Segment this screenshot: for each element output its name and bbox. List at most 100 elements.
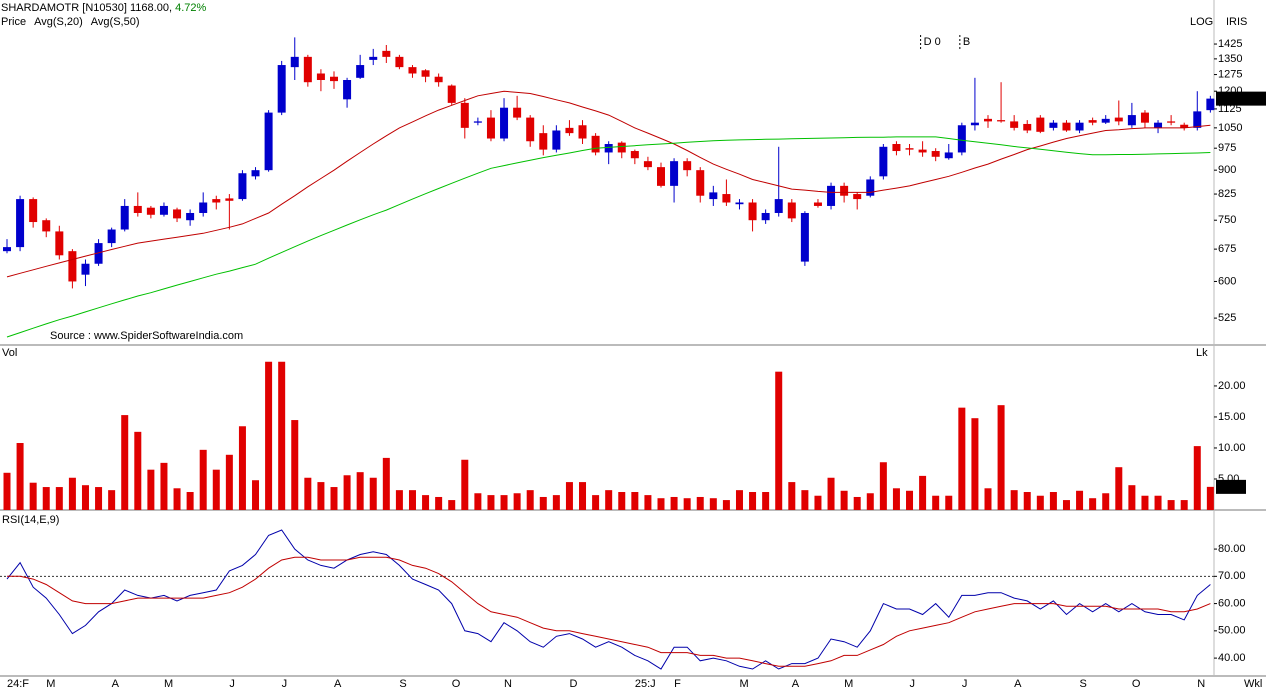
last-price-label: 1168.00 <box>1219 93 1258 105</box>
volume-bar <box>395 490 403 510</box>
candle-body <box>447 85 456 103</box>
volume-bar <box>186 492 194 510</box>
volume-bar <box>814 495 822 510</box>
candle-body <box>1062 122 1071 131</box>
y-tick-label: 750 <box>1218 214 1236 226</box>
volume-bar <box>278 361 286 510</box>
candle-body <box>330 76 338 82</box>
x-tick-label: M <box>844 678 853 690</box>
last-price-box <box>1216 91 1266 106</box>
y-tick-label: 60.00 <box>1218 597 1246 609</box>
volume-bar <box>29 482 37 510</box>
x-tick-label: S <box>1080 678 1087 690</box>
candle-body <box>303 56 312 83</box>
volume-bar <box>1023 492 1031 510</box>
candle-body <box>107 229 116 244</box>
candle-body <box>813 202 822 206</box>
candle-body <box>1049 122 1058 128</box>
candle-body <box>552 130 561 150</box>
volume-bar <box>788 482 796 510</box>
candle-body <box>173 209 182 219</box>
candle-body <box>16 199 25 248</box>
legend-entry: Avg(S,50) <box>91 16 140 28</box>
volume-bar <box>42 487 50 510</box>
volume-bar <box>461 459 469 510</box>
volume-bar <box>1206 486 1214 510</box>
x-tick-label: 24:F <box>7 678 29 690</box>
annotation: B <box>963 36 970 48</box>
volume-bar <box>1089 498 1097 510</box>
volume-bar <box>487 495 495 510</box>
volume-bar <box>108 490 116 510</box>
volume-bar <box>304 477 312 510</box>
volume-bar <box>762 492 770 510</box>
volume-bar <box>1180 500 1188 510</box>
volume-bar <box>526 490 534 510</box>
y-tick-label: 10.00 <box>1218 442 1246 454</box>
x-tick-label: A <box>334 678 342 690</box>
volume-bar <box>1128 485 1136 510</box>
legend-entry: Price <box>1 16 26 28</box>
x-tick-label: S <box>399 678 406 690</box>
candle-body <box>879 146 888 177</box>
volume-bar <box>866 493 874 510</box>
candle-body <box>277 65 286 113</box>
candle-body <box>395 56 404 68</box>
x-tick-label: A <box>1014 678 1022 690</box>
volume-bar <box>565 482 573 510</box>
last-volume-label: 3.73 <box>1219 481 1240 493</box>
volume-bar <box>1049 492 1057 510</box>
candle-body <box>840 185 849 196</box>
volume-bar <box>906 490 914 510</box>
volume-bar <box>422 495 430 510</box>
candle-body <box>591 135 600 153</box>
volume-bar <box>919 475 927 510</box>
candle-body <box>578 125 587 139</box>
volume-bar <box>16 443 24 510</box>
volume-bar <box>775 371 783 510</box>
volume-bar <box>840 490 848 510</box>
candle-body <box>1127 115 1136 126</box>
volume-bar <box>238 426 246 510</box>
candle-body <box>68 251 77 282</box>
volume-bar <box>1036 495 1044 510</box>
candle-body <box>957 125 966 153</box>
candle-body <box>1101 118 1110 123</box>
candle-body <box>539 133 548 150</box>
x-tick-label: D <box>569 678 577 690</box>
x-tick-label: J <box>910 678 916 690</box>
volume-bar <box>212 469 220 510</box>
volume-bar <box>121 415 129 510</box>
x-tick-label: N <box>1197 678 1205 690</box>
last-volume-box <box>1216 479 1246 494</box>
candle-body <box>146 207 155 215</box>
candle-body <box>526 117 535 142</box>
volume-bar <box>3 472 11 510</box>
candle-body <box>29 199 38 223</box>
x-tick-label: F <box>674 678 681 690</box>
candle-body <box>604 144 613 153</box>
tag-label: IRIS <box>1226 16 1247 28</box>
volume-bar <box>474 493 482 510</box>
candle-body <box>800 212 809 262</box>
volume-bar <box>696 496 704 510</box>
candle-body <box>434 76 443 83</box>
volume-bar <box>343 475 351 510</box>
candle-body <box>657 167 665 186</box>
candle-body <box>343 80 352 100</box>
candle-body <box>225 198 234 201</box>
candle-body <box>356 65 365 78</box>
x-tick-label: O <box>1132 678 1141 690</box>
y-tick-label: 900 <box>1218 164 1236 176</box>
candle-body <box>486 117 495 139</box>
volume-bar <box>408 490 416 510</box>
candle-body <box>1114 117 1123 122</box>
candle-body <box>1180 124 1189 128</box>
volume-bar <box>1141 495 1149 510</box>
volume-bar <box>579 482 587 510</box>
candle-body <box>774 199 783 213</box>
volume-bar <box>68 477 76 510</box>
candle-body <box>643 161 652 168</box>
